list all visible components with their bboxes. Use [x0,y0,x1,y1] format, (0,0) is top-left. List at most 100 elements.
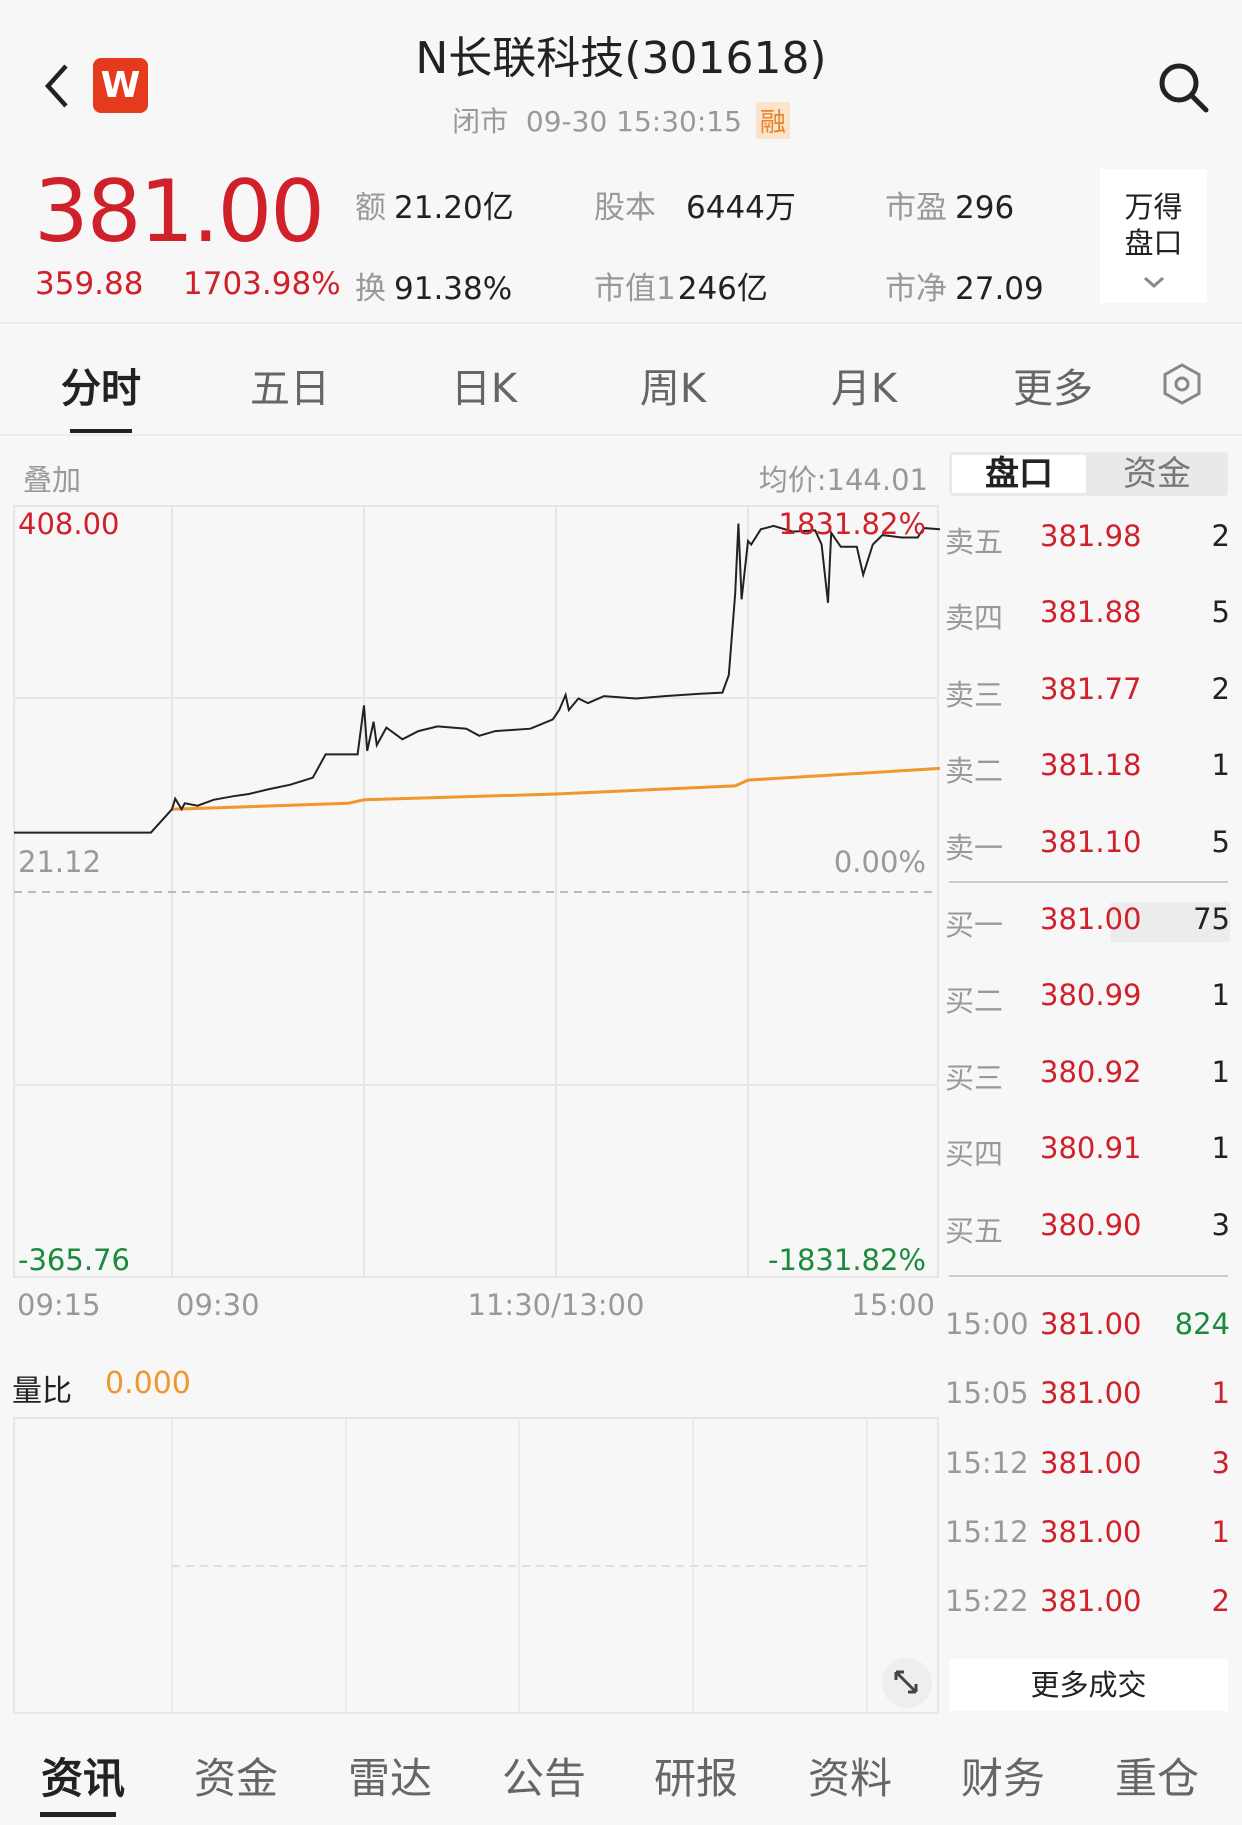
level-price: 380.91 [1040,1131,1142,1166]
tab-daily-k[interactable]: 日K [450,366,518,412]
level-qty: 1 [1211,1054,1230,1089]
volume-chart [13,1417,939,1714]
trade-price: 381.00 [1040,1376,1142,1411]
bid-row[interactable]: 买一 381.00 75 [945,902,1230,942]
divider [949,1275,1228,1277]
market-status: 闭市 09-30 15:30:15 融 [0,100,1242,140]
more-trades-button[interactable]: 更多成交 [949,1659,1228,1711]
stat-amount: 额 21.20亿 [355,190,514,226]
level-price: 381.18 [1040,748,1142,783]
tab-weekly-k[interactable]: 周K [639,366,707,412]
level-price: 381.98 [1040,519,1142,553]
bottom-tab[interactable]: 资料 [807,1754,893,1803]
search-button[interactable] [1156,60,1210,118]
chevron-down-icon [1143,276,1164,289]
trade-qty: 1 [1211,1376,1230,1411]
hexagon-gear-icon [1163,363,1201,405]
ask-row[interactable]: 卖三 381.77 2 [945,672,1230,712]
status-text: 闭市 [452,105,509,138]
wind-orderbook-button[interactable]: 万得 盘口 [1100,169,1207,303]
bottom-tab[interactable]: 财务 [960,1754,1046,1803]
expand-chart-button[interactable] [882,1658,932,1708]
margin-badge: 融 [755,102,790,139]
tab-capital[interactable]: 资金 [1123,454,1191,494]
level-qty: 1 [1211,978,1230,1013]
bid-row[interactable]: 买三 380.92 1 [945,1055,1230,1095]
trade-time: 15:05 [945,1376,1029,1411]
back-button[interactable] [40,58,76,114]
ask-row[interactable]: 卖五 381.98 2 [945,519,1230,559]
avg-price-label: 均价:144.01 [758,463,928,497]
level-price: 380.99 [1040,978,1142,1013]
level-qty: 5 [1211,824,1230,859]
ask-row[interactable]: 卖四 381.88 5 [945,595,1230,635]
y-tick-mid: 21.12 [18,845,101,879]
bid-row[interactable]: 买五 380.90 3 [945,1208,1230,1248]
level-qty: 1 [1211,748,1230,783]
level-price: 381.77 [1040,671,1142,706]
bottom-tab[interactable]: 重仓 [1114,1754,1200,1803]
stock-title: N长联科技(301618) [415,33,827,84]
wind-label-1: 万得 [1124,190,1183,224]
tab-monthly-k[interactable]: 月K [830,366,898,412]
ask-row[interactable]: 卖二 381.18 1 [945,748,1230,788]
bid-row[interactable]: 买二 380.99 1 [945,978,1230,1018]
last-price: 381.00 [34,162,325,262]
level-label: 卖二 [945,754,1004,789]
level-price: 381.00 [1040,902,1142,936]
trade-qty: 3 [1211,1445,1230,1480]
avg-price-line [171,766,940,811]
active-tab-indicator [70,429,132,433]
y-tick-top: 408.00 [18,507,119,541]
wind-logo[interactable]: W [93,58,148,113]
trade-time: 15:00 [945,1307,1029,1341]
bottom-tab[interactable]: 资讯 [40,1754,126,1803]
trade-time: 15:12 [945,1445,1029,1480]
level-price: 381.10 [1040,824,1142,859]
trade-qty: 2 [1211,1584,1230,1619]
level-label: 卖三 [945,677,1004,712]
tab-intraday[interactable]: 分时 [61,366,141,412]
timestamp: 09-30 15:30:15 [525,105,742,138]
stat-shares: 股本 6444万 [594,190,796,226]
level-qty: 75 [1193,902,1230,936]
tab-5day[interactable]: 五日 [250,366,330,412]
trade-row: 15:12 381.00 1 [945,1515,1230,1555]
price-line [14,523,940,834]
level-label: 卖四 [945,601,1004,636]
chevron-left-icon [44,64,68,108]
level-qty: 5 [1211,595,1230,630]
active-bottom-tab-indicator [40,1812,116,1817]
trade-price: 381.00 [1040,1584,1142,1619]
bottom-tab[interactable]: 研报 [653,1754,739,1803]
pct-tick-top: 1831.82% [779,507,926,541]
tab-more[interactable]: 更多 [1013,366,1093,412]
orderbook-toggle: 盘口 资金 [949,452,1228,496]
bid-ask-divider [949,881,1228,883]
level-price: 380.90 [1040,1207,1142,1242]
trade-row: 15:00 381.00 824 [945,1307,1230,1347]
trade-price: 381.00 [1040,1445,1142,1480]
pct-tick-mid: 0.00% [834,845,926,879]
overlay-button[interactable]: 叠加 [23,463,82,497]
chart-settings-button[interactable] [1160,362,1204,410]
intraday-chart[interactable]: 408.00 21.12 -365.76 1831.82% 0.00% -183… [0,0,940,1320]
trade-time: 15:12 [945,1514,1029,1549]
trade-time: 15:22 [945,1584,1029,1619]
pct-tick-bottom: -1831.82% [768,1243,926,1277]
ask-row[interactable]: 卖一 381.10 5 [945,825,1230,865]
search-icon [1159,63,1209,113]
tab-orderbook[interactable]: 盘口 [952,455,1086,493]
trade-row: 15:12 381.00 3 [945,1446,1230,1486]
bottom-tab[interactable]: 公告 [501,1754,587,1803]
trade-qty: 824 [1174,1307,1230,1341]
bottom-tab[interactable]: 资金 [193,1754,279,1803]
level-label: 买一 [945,908,1004,942]
bid-row[interactable]: 买四 380.91 1 [945,1131,1230,1171]
stat-turnover: 换 91.38% [355,271,513,307]
level-qty: 2 [1211,519,1230,553]
trade-qty: 1 [1211,1514,1230,1549]
volume-ratio-label: 量比 [12,1374,72,1409]
bottom-tab[interactable]: 雷达 [347,1754,433,1803]
level-label: 买二 [945,984,1004,1019]
